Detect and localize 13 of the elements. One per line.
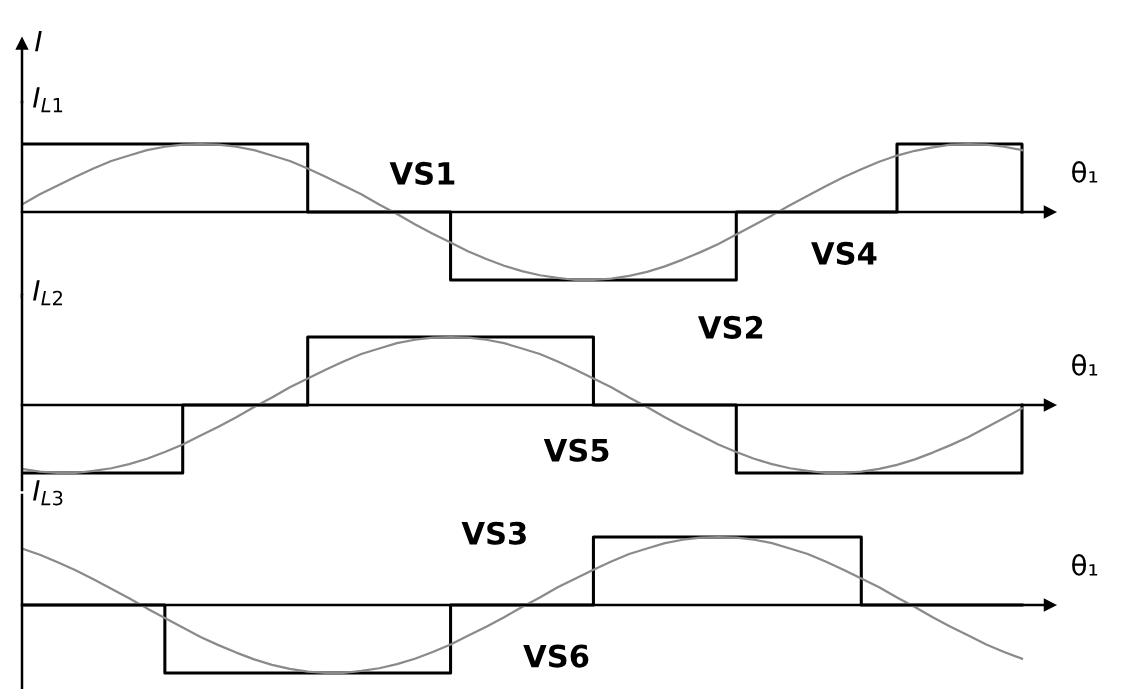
x-axis-title: θ₁	[1072, 161, 1098, 183]
annotation: VS3	[461, 521, 526, 545]
x-axis-title: θ₁	[1072, 554, 1098, 576]
annotation: VS5	[543, 438, 609, 462]
annotation: VS2	[698, 315, 763, 339]
x-axis-title: θ₁	[1072, 354, 1098, 376]
series-label: I$_{L3}$	[33, 480, 63, 506]
y-axis-title: I	[35, 30, 42, 52]
text: I$_{L1}$	[33, 87, 63, 113]
annotation: VS4	[811, 241, 877, 265]
text: I$_{L2}$	[33, 280, 62, 306]
annotation: VS1	[389, 161, 455, 185]
annotation: VS6	[523, 644, 589, 668]
